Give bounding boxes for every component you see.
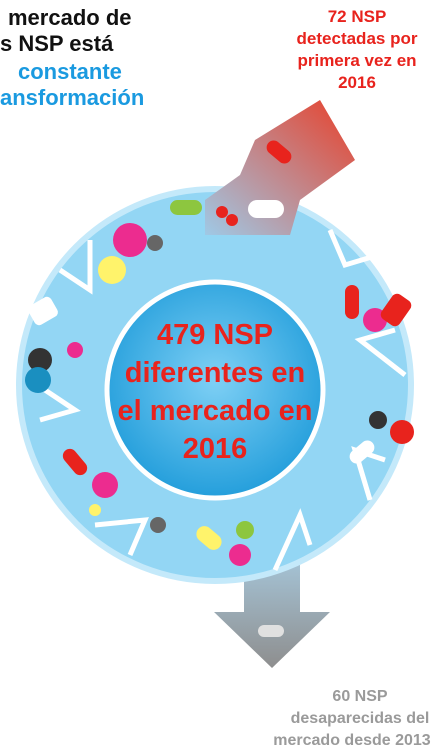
- pills: [25, 140, 414, 637]
- inflow-line: primera vez en: [297, 51, 416, 70]
- inflow-arrow: [205, 100, 355, 235]
- inflow-line: 72 NSP: [328, 7, 387, 26]
- header-line: s NSP está: [0, 31, 114, 56]
- header-line: mercado de: [8, 5, 132, 30]
- header-line: ansformación: [0, 85, 144, 110]
- inflow-line: 2016: [338, 73, 376, 92]
- center-line: el mercado en: [117, 395, 312, 427]
- inflow-line: detectadas por: [297, 29, 418, 48]
- center-line: 2016: [183, 433, 248, 465]
- center-circle: [104, 279, 326, 501]
- outflow-line: mercado desde 2013: [273, 732, 431, 749]
- outflow-line: desaparecidas del: [291, 710, 430, 727]
- outflow-line: 60 NSP: [332, 688, 387, 705]
- center-line: 479 NSP: [157, 319, 273, 351]
- ring-edge: [16, 186, 414, 584]
- center-line: diferentes en: [125, 357, 306, 389]
- header-line: constante: [18, 59, 122, 84]
